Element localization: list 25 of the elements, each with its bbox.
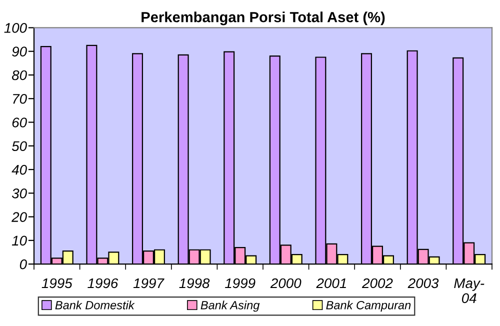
y-tick-label: 0 — [20, 259, 27, 270]
x-tick-label: 1998 — [179, 278, 210, 288]
y-tick-label: 70 — [13, 94, 27, 104]
y-tick-label: 90 — [12, 46, 27, 57]
chart-title: Perkembangan Porsi Total Aset (%) — [142, 12, 385, 26]
y-tick-label: 100 — [4, 23, 27, 33]
x-tick-label: May- 04 — [454, 278, 484, 304]
y-tick-label: 50 — [12, 141, 27, 152]
y-tick-label: 60 — [12, 118, 27, 128]
y-tick-label: 40 — [12, 164, 27, 175]
x-tick-label: 2000 — [270, 278, 302, 288]
x-tick-label: 1999 — [225, 278, 256, 288]
x-tick-label: 2003 — [408, 278, 439, 288]
legend-label: Bank Domestik — [55, 300, 135, 310]
legend-label: Bank Asing — [200, 300, 260, 312]
x-tick-label: 2002 — [362, 278, 393, 288]
x-tick-label: 1995 — [42, 278, 72, 288]
x-tick-label: 1997 — [133, 278, 164, 288]
x-tick-label: 1996 — [88, 278, 118, 288]
x-tick-label: 2001 — [316, 278, 346, 288]
y-tick-label: 30 — [12, 188, 27, 198]
y-tick-label: 80 — [12, 70, 27, 80]
y-tick-label: 20 — [12, 212, 27, 222]
y-tick-label: 10 — [12, 236, 27, 246]
legend-label: Bank Campuran — [326, 300, 411, 312]
